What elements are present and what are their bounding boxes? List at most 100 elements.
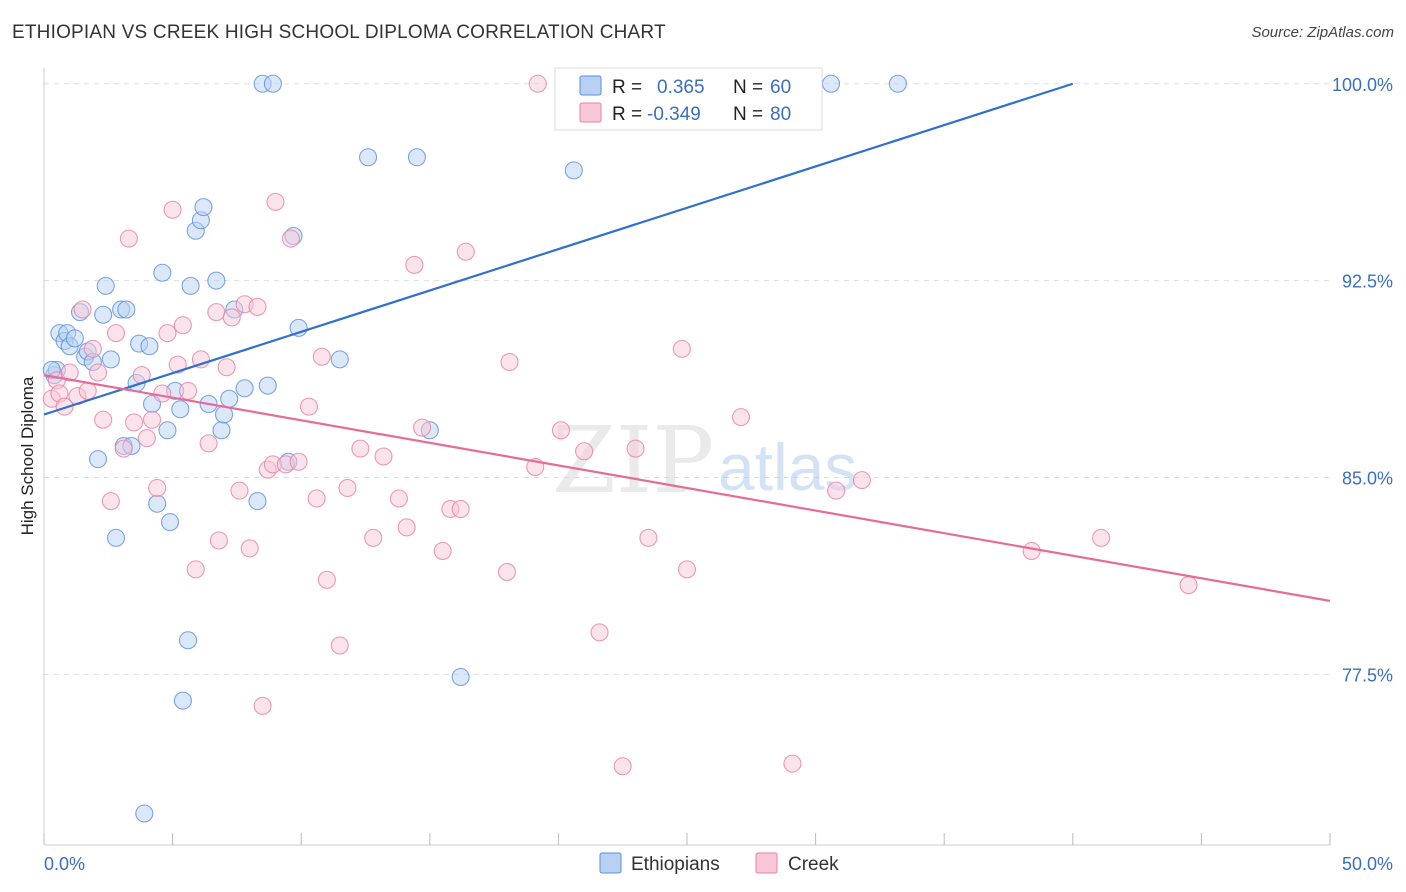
point-creek-3 (55, 397, 74, 416)
point-creek-9 (88, 363, 108, 382)
point-ethiopians-55 (451, 667, 470, 687)
point-creek-65 (575, 442, 594, 461)
point-creek-74 (827, 481, 846, 500)
point-ethiopians-27 (158, 421, 177, 440)
point-ethiopians-44 (248, 492, 267, 511)
point-ethiopians-28 (160, 513, 180, 532)
point-creek-8 (83, 339, 102, 358)
watermark-zip: ZIP (552, 407, 714, 514)
legend-swatch-ethiopians (579, 75, 602, 96)
point-ethiopians-51 (330, 350, 349, 369)
y-axis-title: High School Diploma (18, 376, 37, 535)
point-ethiopians-39 (212, 421, 231, 440)
point-creek-18 (142, 410, 162, 429)
point-creek-44 (299, 397, 318, 416)
point-ethiopians-46 (258, 376, 277, 395)
point-creek-42 (281, 229, 300, 248)
point-creek-60 (456, 242, 475, 261)
point-creek-35 (240, 539, 259, 558)
y-tick-label-3: 100.0% (1332, 75, 1393, 95)
point-creek-68 (626, 439, 645, 458)
point-ethiopians-47 (263, 74, 282, 93)
point-creek-57 (433, 541, 452, 561)
point-creek-14 (119, 229, 138, 248)
point-creek-52 (374, 447, 393, 466)
legend-r-value-creek: -0.349 (647, 104, 701, 125)
point-ethiopians-30 (171, 400, 190, 419)
y-axis-tick-labels: 77.5% 85.0% 92.5% 100.0% (1332, 75, 1393, 686)
series-creek-points (42, 74, 1198, 776)
point-ethiopians-12 (94, 305, 113, 324)
chart-title: ETHIOPIAN VS CREEK HIGH SCHOOL DIPLOMA C… (12, 22, 666, 43)
point-creek-40 (266, 192, 285, 211)
point-creek-30 (209, 531, 228, 550)
point-creek-20 (153, 384, 172, 403)
bottom-legend-swatch-creek (755, 852, 778, 874)
point-creek-76 (1022, 541, 1041, 561)
point-ethiopians-53 (407, 148, 426, 167)
point-creek-50 (351, 439, 370, 458)
x-tick-label-max: 50.0% (1342, 854, 1393, 874)
point-creek-4 (60, 363, 79, 382)
bottom-legend-label-creek: Creek (788, 854, 839, 875)
point-ethiopians-14 (101, 350, 120, 369)
legend-n-label-ethiopians: N = (733, 77, 763, 98)
point-creek-53 (389, 489, 408, 508)
chart-source: Source: ZipAtlas.com (1251, 24, 1394, 41)
point-ethiopians-11 (88, 450, 108, 469)
point-ethiopians-58 (888, 74, 907, 93)
point-ethiopians-32 (178, 631, 198, 650)
point-creek-11 (101, 492, 120, 511)
legend-swatch-creek (579, 102, 602, 123)
trend-lines (43, 82, 1331, 602)
point-creek-24 (173, 316, 192, 335)
point-creek-70 (672, 339, 691, 358)
point-creek-72 (731, 408, 751, 427)
point-ethiopians-36 (194, 198, 213, 217)
legend-top: R = 0.365 N = 60 R = -0.349 N = 80 (554, 67, 823, 131)
point-creek-54 (397, 518, 416, 537)
point-creek-15 (124, 413, 144, 432)
point-ethiopians-15 (106, 528, 126, 547)
point-creek-33 (230, 481, 249, 500)
legend-n-label-creek: N = (733, 104, 763, 125)
point-creek-77 (1092, 528, 1111, 547)
point-creek-51 (364, 528, 383, 547)
point-ethiopians-38 (207, 271, 226, 290)
bottom-legend-label-ethiopians: Ethiopians (631, 854, 720, 875)
point-creek-17 (137, 429, 156, 448)
legend-r-label-creek: R = (612, 104, 642, 125)
point-creek-45 (307, 489, 326, 508)
point-creek-73 (783, 754, 802, 773)
point-creek-79 (528, 74, 547, 93)
point-creek-6 (73, 300, 92, 319)
point-creek-78 (1179, 576, 1198, 595)
y-tick-label-2: 92.5% (1342, 272, 1393, 292)
point-creek-66 (590, 623, 609, 642)
point-creek-23 (168, 355, 187, 374)
watermark: ZIP atlas (552, 407, 857, 514)
point-ethiopians-18 (117, 300, 136, 319)
point-creek-28 (199, 434, 218, 453)
bottom-legend-swatch-ethiopians (599, 852, 622, 874)
point-creek-13 (114, 439, 133, 458)
point-creek-37 (253, 696, 272, 715)
point-creek-22 (163, 200, 182, 219)
legend-n-value-creek: 80 (770, 104, 791, 125)
point-creek-75 (852, 471, 871, 490)
trendline-ethiopians (43, 82, 1074, 416)
point-ethiopians-43 (235, 379, 254, 398)
y-tick-label-0: 77.5% (1342, 665, 1393, 685)
point-creek-46 (312, 347, 331, 366)
point-ethiopians-41 (220, 389, 239, 408)
point-ethiopians-13 (96, 276, 115, 295)
legend-r-label-ethiopians: R = (612, 77, 642, 98)
point-ethiopians-23 (140, 337, 159, 356)
legend-n-value-ethiopians: 60 (770, 77, 791, 98)
point-creek-56 (413, 418, 432, 437)
point-creek-25 (178, 381, 198, 400)
point-creek-61 (497, 562, 517, 582)
trendline-creek (43, 374, 1331, 602)
legend-r-value-ethiopians: 0.365 (657, 77, 705, 98)
point-ethiopians-22 (135, 804, 154, 823)
